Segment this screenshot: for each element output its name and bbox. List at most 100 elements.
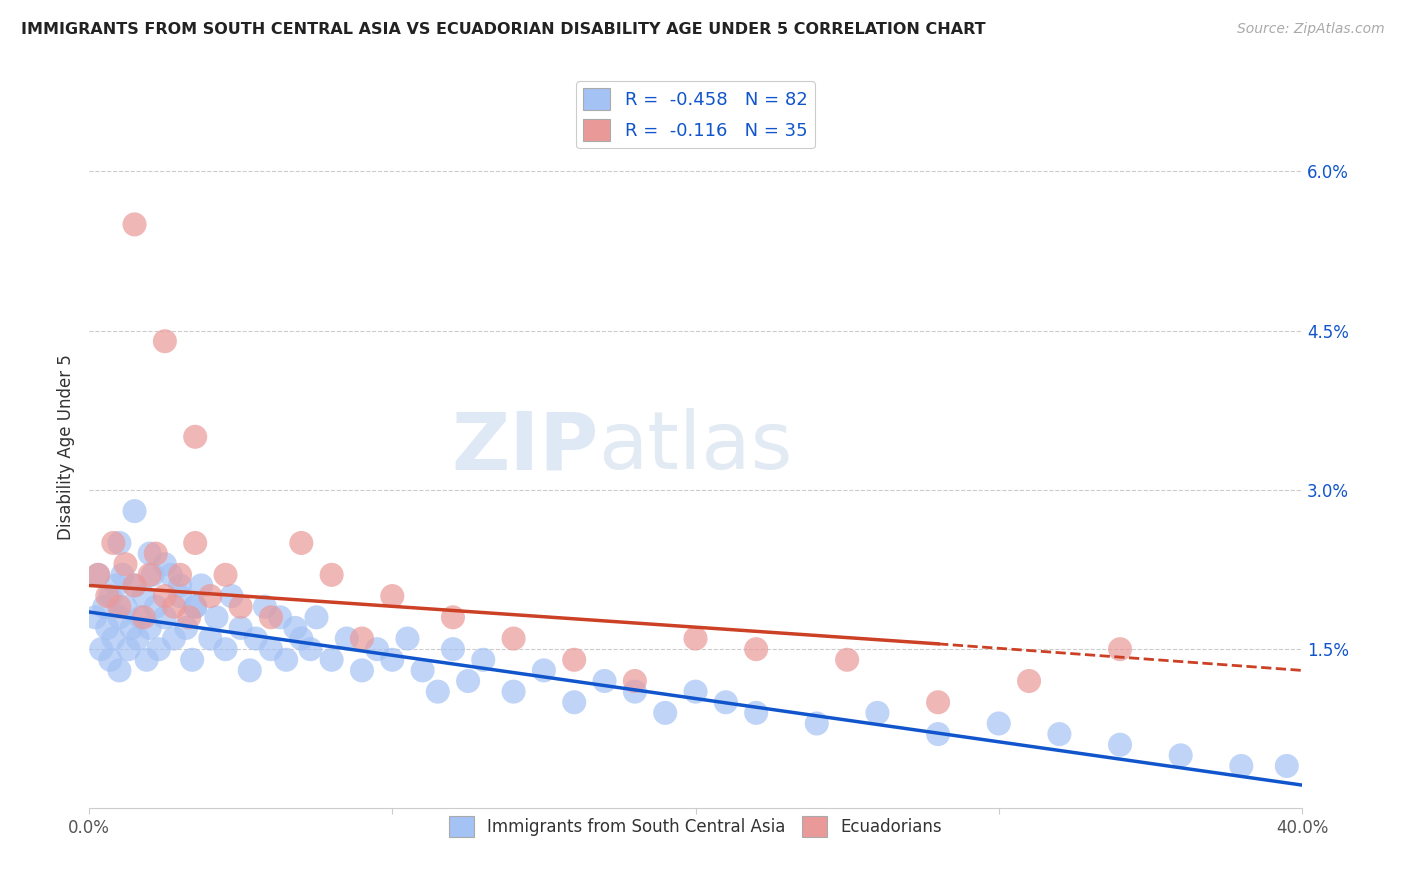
Point	[87, 567, 110, 582]
Point	[121, 621, 143, 635]
Point	[381, 589, 404, 603]
Point	[253, 599, 276, 614]
Point	[87, 567, 110, 582]
Point	[108, 536, 131, 550]
Point	[205, 610, 228, 624]
Point	[111, 567, 134, 582]
Point	[184, 599, 207, 614]
Point	[84, 610, 107, 624]
Point	[108, 610, 131, 624]
Point	[169, 589, 191, 603]
Point	[138, 547, 160, 561]
Point	[276, 653, 298, 667]
Point	[190, 578, 212, 592]
Point	[96, 621, 118, 635]
Point	[987, 716, 1010, 731]
Point	[103, 536, 125, 550]
Point	[441, 642, 464, 657]
Point	[284, 621, 307, 635]
Point	[98, 653, 121, 667]
Point	[229, 599, 252, 614]
Point	[441, 610, 464, 624]
Point	[1230, 759, 1253, 773]
Point	[336, 632, 359, 646]
Point	[290, 632, 312, 646]
Point	[105, 578, 128, 592]
Point	[145, 599, 167, 614]
Text: atlas: atlas	[599, 409, 793, 486]
Point	[132, 610, 155, 624]
Point	[145, 547, 167, 561]
Point	[745, 706, 768, 720]
Point	[260, 642, 283, 657]
Point	[685, 684, 707, 698]
Point	[169, 578, 191, 592]
Text: ZIP: ZIP	[451, 409, 599, 486]
Point	[96, 589, 118, 603]
Point	[350, 632, 373, 646]
Point	[1047, 727, 1070, 741]
Point	[593, 673, 616, 688]
Point	[229, 621, 252, 635]
Point	[245, 632, 267, 646]
Point	[1170, 748, 1192, 763]
Point	[153, 610, 176, 624]
Point	[321, 567, 343, 582]
Point	[290, 536, 312, 550]
Point	[366, 642, 388, 657]
Point	[138, 567, 160, 582]
Point	[305, 610, 328, 624]
Point	[214, 642, 236, 657]
Point	[114, 558, 136, 572]
Point	[502, 684, 524, 698]
Point	[221, 589, 243, 603]
Point	[160, 567, 183, 582]
Point	[214, 567, 236, 582]
Point	[124, 504, 146, 518]
Point	[181, 653, 204, 667]
Point	[1275, 759, 1298, 773]
Point	[153, 558, 176, 572]
Point	[124, 578, 146, 592]
Point	[381, 653, 404, 667]
Point	[745, 642, 768, 657]
Point	[103, 632, 125, 646]
Point	[179, 610, 201, 624]
Point	[927, 695, 949, 709]
Point	[90, 642, 112, 657]
Point	[562, 695, 585, 709]
Text: IMMIGRANTS FROM SOUTH CENTRAL ASIA VS ECUADORIAN DISABILITY AGE UNDER 5 CORRELAT: IMMIGRANTS FROM SOUTH CENTRAL ASIA VS EC…	[21, 22, 986, 37]
Point	[184, 599, 207, 614]
Point	[163, 599, 186, 614]
Point	[138, 621, 160, 635]
Point	[426, 684, 449, 698]
Point	[396, 632, 419, 646]
Point	[174, 621, 197, 635]
Point	[1109, 642, 1132, 657]
Point	[108, 664, 131, 678]
Point	[927, 727, 949, 741]
Point	[1109, 738, 1132, 752]
Point	[502, 632, 524, 646]
Point	[472, 653, 495, 667]
Point	[714, 695, 737, 709]
Point	[457, 673, 479, 688]
Point	[239, 664, 262, 678]
Point	[624, 673, 647, 688]
Point	[260, 610, 283, 624]
Point	[624, 684, 647, 698]
Point	[124, 218, 146, 232]
Point	[562, 653, 585, 667]
Text: Source: ZipAtlas.com: Source: ZipAtlas.com	[1237, 22, 1385, 37]
Point	[184, 536, 207, 550]
Point	[132, 589, 155, 603]
Point	[114, 599, 136, 614]
Point	[135, 653, 157, 667]
Point	[98, 589, 121, 603]
Y-axis label: Disability Age Under 5: Disability Age Under 5	[58, 354, 75, 541]
Point	[148, 642, 170, 657]
Point	[200, 632, 222, 646]
Point	[269, 610, 291, 624]
Point	[412, 664, 434, 678]
Point	[142, 567, 165, 582]
